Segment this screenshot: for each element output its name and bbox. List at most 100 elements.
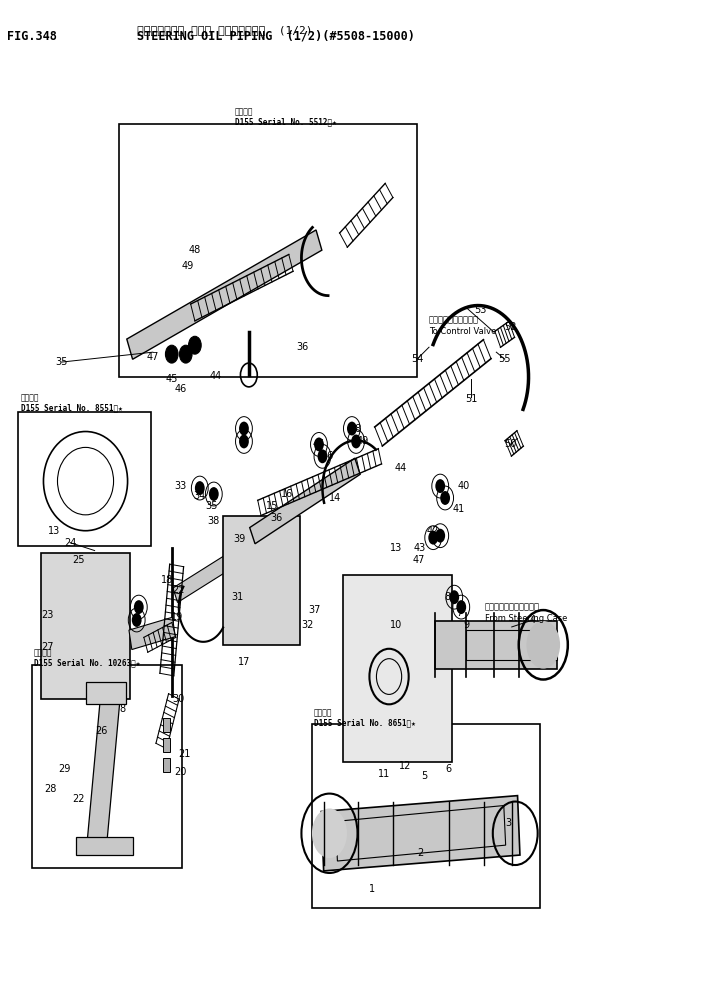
FancyBboxPatch shape bbox=[41, 553, 130, 699]
Circle shape bbox=[179, 345, 192, 363]
Text: 4: 4 bbox=[530, 615, 536, 625]
Text: 37: 37 bbox=[308, 605, 320, 615]
Circle shape bbox=[449, 590, 459, 604]
Bar bbox=[76, 837, 133, 855]
Polygon shape bbox=[336, 806, 505, 861]
Bar bbox=[86, 682, 126, 704]
Circle shape bbox=[239, 434, 249, 448]
Text: 52: 52 bbox=[504, 322, 517, 332]
Text: 24: 24 bbox=[64, 538, 76, 548]
Bar bbox=[119, 124, 417, 377]
Circle shape bbox=[351, 434, 361, 448]
Text: 22: 22 bbox=[172, 585, 185, 595]
Text: 43: 43 bbox=[413, 543, 426, 553]
Bar bbox=[163, 718, 170, 732]
Text: 6: 6 bbox=[446, 764, 451, 774]
Text: 54: 54 bbox=[411, 354, 423, 364]
Text: 12: 12 bbox=[399, 761, 411, 771]
Text: 27: 27 bbox=[41, 642, 54, 652]
Circle shape bbox=[435, 529, 445, 543]
Text: 35: 35 bbox=[205, 501, 218, 511]
Circle shape bbox=[526, 621, 560, 669]
Circle shape bbox=[428, 531, 438, 545]
Circle shape bbox=[312, 808, 347, 858]
Bar bbox=[18, 412, 151, 546]
Circle shape bbox=[209, 487, 219, 501]
Text: 20: 20 bbox=[175, 767, 187, 777]
Circle shape bbox=[239, 422, 249, 435]
Text: 48: 48 bbox=[189, 245, 201, 255]
Circle shape bbox=[435, 479, 445, 493]
Text: 45: 45 bbox=[165, 374, 178, 384]
Text: 35: 35 bbox=[55, 357, 68, 367]
Text: 14: 14 bbox=[329, 493, 341, 503]
Text: 17: 17 bbox=[238, 657, 250, 667]
Text: 32: 32 bbox=[301, 620, 313, 630]
Circle shape bbox=[132, 613, 142, 627]
Text: 21: 21 bbox=[178, 749, 191, 759]
Text: 47: 47 bbox=[413, 556, 426, 565]
Text: 13: 13 bbox=[48, 526, 60, 536]
Text: 13: 13 bbox=[390, 543, 402, 553]
Text: 7: 7 bbox=[456, 608, 462, 618]
Text: 38: 38 bbox=[207, 516, 220, 526]
Circle shape bbox=[440, 491, 450, 505]
Polygon shape bbox=[466, 630, 557, 660]
Text: 49: 49 bbox=[357, 436, 369, 446]
Text: FIG.348: FIG.348 bbox=[7, 30, 57, 43]
Polygon shape bbox=[173, 541, 253, 602]
Text: 31: 31 bbox=[231, 592, 243, 602]
Text: 15: 15 bbox=[266, 501, 278, 511]
Text: 41: 41 bbox=[453, 504, 465, 514]
Circle shape bbox=[189, 336, 201, 354]
Text: 5: 5 bbox=[421, 771, 427, 781]
Text: 8: 8 bbox=[120, 704, 125, 714]
Text: 18: 18 bbox=[161, 575, 173, 585]
Text: 19: 19 bbox=[170, 612, 183, 622]
Text: 34: 34 bbox=[193, 491, 206, 501]
Text: 46: 46 bbox=[175, 384, 187, 394]
Text: 42: 42 bbox=[427, 526, 440, 536]
Text: 36: 36 bbox=[297, 342, 309, 352]
Text: 44: 44 bbox=[210, 371, 222, 381]
Text: 23: 23 bbox=[41, 610, 54, 620]
Polygon shape bbox=[129, 617, 175, 650]
Bar bbox=[32, 665, 182, 868]
Text: 39: 39 bbox=[233, 534, 246, 544]
Text: 30: 30 bbox=[172, 694, 185, 704]
Bar bbox=[312, 724, 540, 908]
Circle shape bbox=[134, 600, 144, 614]
Text: 25: 25 bbox=[72, 556, 85, 565]
Text: 適用号簿: 適用号簿 bbox=[235, 107, 253, 116]
Text: D155 Serial No. 10263～★: D155 Serial No. 10263～★ bbox=[34, 659, 140, 668]
Text: 適用号簿: 適用号簿 bbox=[34, 649, 52, 658]
Text: 2: 2 bbox=[418, 848, 423, 858]
Text: 36: 36 bbox=[271, 513, 283, 523]
Text: 33: 33 bbox=[175, 481, 187, 491]
Text: 28: 28 bbox=[44, 784, 57, 794]
Text: D155 Serial No. 8651～★: D155 Serial No. 8651～★ bbox=[314, 718, 416, 727]
Circle shape bbox=[314, 437, 324, 451]
Bar bbox=[163, 738, 170, 752]
Circle shape bbox=[165, 345, 178, 363]
Polygon shape bbox=[435, 621, 557, 669]
Text: 47: 47 bbox=[147, 352, 159, 362]
Circle shape bbox=[318, 449, 327, 463]
Text: STEERING OIL PIPING  (1/2)(#5508-15000): STEERING OIL PIPING (1/2)(#5508-15000) bbox=[137, 30, 414, 43]
Circle shape bbox=[347, 422, 357, 435]
Text: 45: 45 bbox=[313, 439, 325, 449]
Text: 50: 50 bbox=[504, 439, 517, 449]
Text: 48: 48 bbox=[350, 424, 362, 434]
Text: D155 Serial No. 8551～★: D155 Serial No. 8551～★ bbox=[21, 404, 123, 413]
Polygon shape bbox=[127, 230, 322, 359]
Circle shape bbox=[195, 481, 205, 495]
Text: ステアリングゝ オイル パイヒゝングゝ  (1/2): ステアリングゝ オイル パイヒゝングゝ (1/2) bbox=[137, 25, 312, 35]
Text: 9: 9 bbox=[463, 620, 469, 630]
Bar bbox=[163, 758, 170, 772]
Text: 49: 49 bbox=[182, 261, 194, 271]
FancyBboxPatch shape bbox=[223, 516, 300, 645]
Text: 46: 46 bbox=[322, 451, 334, 461]
Text: 53: 53 bbox=[474, 305, 486, 314]
Text: 26: 26 bbox=[95, 726, 108, 736]
Text: 16: 16 bbox=[281, 489, 294, 499]
